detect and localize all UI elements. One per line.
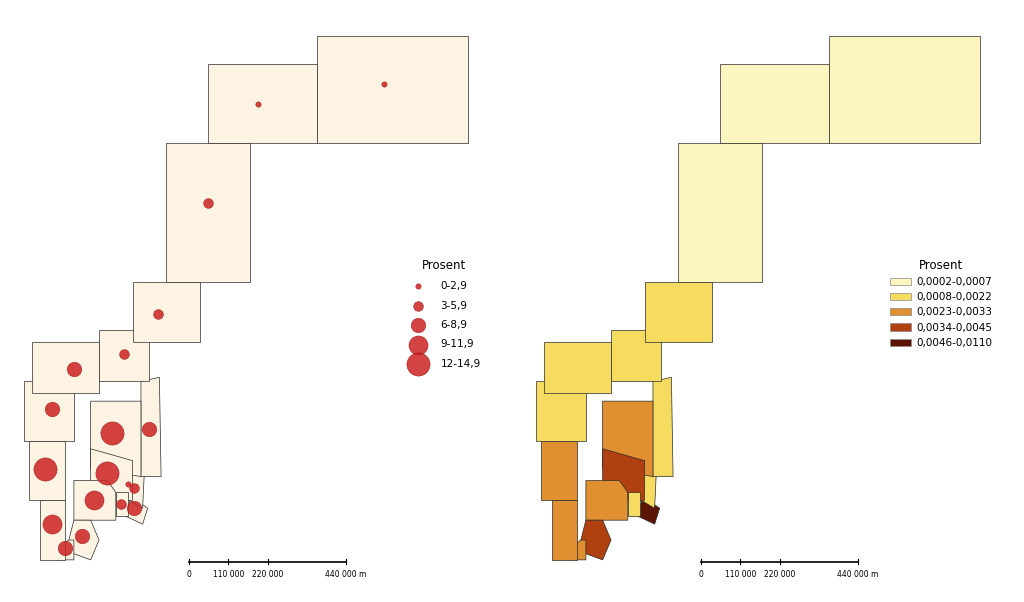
Polygon shape <box>638 480 643 488</box>
Text: 220 000: 220 000 <box>252 570 284 579</box>
Point <box>104 428 121 438</box>
Polygon shape <box>123 473 144 508</box>
Polygon shape <box>581 520 611 560</box>
Point <box>86 495 102 505</box>
Point <box>66 365 82 374</box>
Point <box>113 500 129 509</box>
Polygon shape <box>544 342 611 393</box>
Polygon shape <box>116 492 128 517</box>
Text: 440 000 m: 440 000 m <box>326 570 367 579</box>
Polygon shape <box>653 377 673 477</box>
Polygon shape <box>829 36 980 143</box>
Point <box>250 99 266 108</box>
Polygon shape <box>166 143 250 282</box>
Polygon shape <box>132 282 200 342</box>
Polygon shape <box>24 381 74 441</box>
Text: 220 000: 220 000 <box>764 570 796 579</box>
Polygon shape <box>603 401 653 477</box>
Polygon shape <box>569 540 586 560</box>
Point <box>120 480 136 489</box>
Point <box>44 520 60 529</box>
Polygon shape <box>141 377 161 477</box>
Legend: 0-2,9, 3-5,9, 6-8,9, 9-11,9, 12-14,9: 0-2,9, 3-5,9, 6-8,9, 9-11,9, 12-14,9 <box>408 259 481 368</box>
Polygon shape <box>74 480 116 520</box>
Polygon shape <box>69 520 99 560</box>
Text: 0: 0 <box>186 570 191 579</box>
Polygon shape <box>40 500 66 560</box>
Text: 110 000: 110 000 <box>725 570 756 579</box>
Polygon shape <box>586 480 628 520</box>
Polygon shape <box>126 497 147 524</box>
Polygon shape <box>611 330 662 381</box>
Point <box>99 468 116 477</box>
Point <box>126 483 142 493</box>
Polygon shape <box>208 64 317 143</box>
Point <box>150 309 166 318</box>
Point <box>126 503 142 513</box>
Point <box>74 531 90 541</box>
Polygon shape <box>91 448 132 500</box>
Polygon shape <box>628 492 640 517</box>
Point <box>141 424 158 434</box>
Polygon shape <box>603 448 644 500</box>
Text: 110 000: 110 000 <box>213 570 244 579</box>
Polygon shape <box>32 342 99 393</box>
Point <box>200 198 216 208</box>
Text: 0: 0 <box>698 570 703 579</box>
Polygon shape <box>678 143 762 282</box>
Polygon shape <box>644 282 712 342</box>
Point <box>37 464 53 473</box>
Polygon shape <box>91 401 141 477</box>
Polygon shape <box>57 540 74 560</box>
Point <box>57 543 74 553</box>
Legend: 0,0002-0,0007, 0,0008-0,0022, 0,0023-0,0033, 0,0034-0,0045, 0,0046-0,0110: 0,0002-0,0007, 0,0008-0,0022, 0,0023-0,0… <box>890 259 993 348</box>
Polygon shape <box>29 441 66 500</box>
Polygon shape <box>720 64 829 143</box>
Polygon shape <box>541 441 578 500</box>
Polygon shape <box>552 500 578 560</box>
Polygon shape <box>638 497 659 524</box>
Polygon shape <box>635 473 656 508</box>
Polygon shape <box>536 381 586 441</box>
Text: 440 000 m: 440 000 m <box>838 570 879 579</box>
Polygon shape <box>317 36 468 143</box>
Polygon shape <box>126 480 131 488</box>
Point <box>116 349 132 358</box>
Polygon shape <box>99 330 150 381</box>
Point <box>44 405 60 414</box>
Point <box>376 79 392 88</box>
